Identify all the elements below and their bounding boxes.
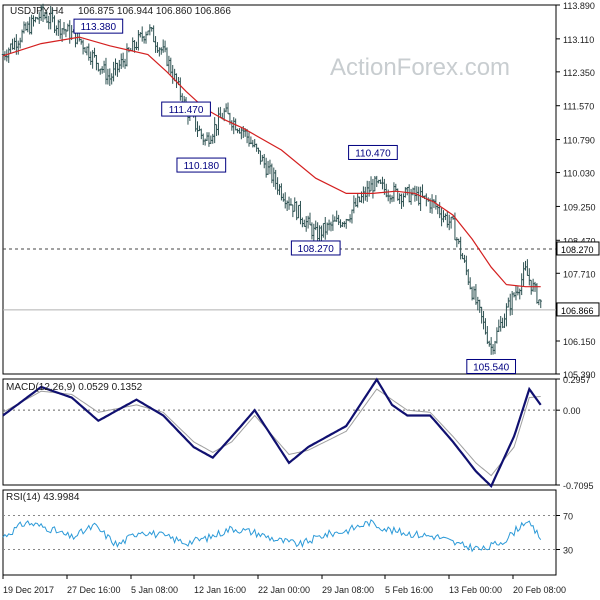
panel-frames (2, 4, 557, 576)
macd-line (2, 377, 542, 488)
annotation-label: 108.270 (298, 244, 335, 255)
annotation-box (161, 101, 211, 117)
annotation-box (466, 358, 517, 374)
price-annotation: 113.380 (73, 18, 124, 34)
rsi-label: RSI(14) 43.9984 (6, 492, 80, 503)
x-tick-label: 20 Feb 08:00 (513, 585, 566, 595)
price-frame (2, 4, 557, 375)
price-y-tick-label: 107.710 (563, 269, 596, 279)
annotation-box (348, 144, 398, 160)
annotation-label: 110.180 (184, 161, 220, 172)
macd-panel: 0.2957 0.00 -0.7095 (2, 375, 594, 491)
macd-y-tick-label: -0.7095 (563, 481, 594, 491)
price-y-tick-label: 113.110 (563, 35, 594, 45)
x-tick-label: 19 Dec 2017 (3, 585, 54, 595)
price-bars (1, 3, 542, 355)
x-tick-label: 5 Feb 16:00 (385, 585, 433, 595)
macd-signal-line (2, 388, 541, 477)
price-y-tick-label: 106.150 (563, 337, 596, 347)
price-panel: 113.890 113.110 112.350 111.570 110.790 110.0… (1, 1, 600, 380)
macd-y-tick-label: 0.00 (563, 406, 581, 416)
level-value-label: 108.270 (561, 245, 594, 255)
x-tick-label: 12 Jan 16:00 (194, 585, 246, 595)
macd-frame (2, 378, 557, 486)
annotation-label: 113.380 (81, 22, 117, 33)
price-y-tick-label: 113.890 (563, 1, 595, 11)
chart-header-values: 106.875 106.944 106.860 106.866 (78, 6, 231, 17)
price-y-tick-label: 110.030 (563, 169, 595, 179)
price-annotation: 110.470 (348, 144, 398, 160)
annotation-box (73, 18, 124, 34)
chart-header-symbol: USDJPY,H4 (10, 6, 64, 17)
x-tick-label: 22 Jan 00:00 (258, 585, 310, 595)
watermark: ActionForex.com (330, 54, 510, 81)
x-tick-label: 27 Dec 16:00 (67, 585, 121, 595)
price-y-tick-label: 111.570 (563, 102, 594, 112)
rsi-line (2, 519, 542, 553)
price-y-tick-label: 110.790 (563, 136, 595, 146)
rsi-frame (2, 489, 557, 576)
annotation-label: 110.470 (355, 148, 391, 159)
x-tick-label: 13 Feb 00:00 (449, 585, 502, 595)
macd-label: MACD(12,26,9) 0.0529 0.1352 (6, 382, 143, 393)
x-tick-label: 29 Jan 08:00 (322, 585, 374, 595)
rsi-y-tick-label: 70 (563, 512, 573, 522)
annotation-box (290, 240, 341, 256)
annotation-label: 105.540 (473, 362, 510, 373)
rsi-y-tick-label: 30 (563, 546, 573, 556)
price-y-tick-label: 108.470 (563, 236, 596, 246)
price-y-tick-label: 112.350 (563, 68, 595, 78)
annotation-box (176, 157, 227, 173)
annotation-label: 111.470 (169, 105, 204, 116)
price-annotation: 111.470 (161, 101, 211, 117)
moving-average-line (2, 36, 541, 288)
x-axis: 19 Dec 2017 27 Dec 16:00 5 Jan 08:00 12 Jan… (2, 575, 566, 595)
x-tick-label: 5 Jan 08:00 (131, 585, 178, 595)
price-annotation: 110.180 (176, 157, 227, 173)
level-value-box (556, 241, 600, 256)
current-price-box (556, 302, 600, 317)
price-annotation: 105.540 (466, 358, 517, 374)
rsi-panel: 70 30 (2, 512, 573, 556)
price-annotation: 108.270 (290, 240, 341, 256)
price-y-tick-label: 109.250 (563, 202, 596, 212)
macd-y-tick-label: 0.2957 (563, 375, 591, 385)
price-y-tick-label: 105.390 (563, 370, 596, 380)
current-price-label: 106.866 (561, 306, 594, 316)
